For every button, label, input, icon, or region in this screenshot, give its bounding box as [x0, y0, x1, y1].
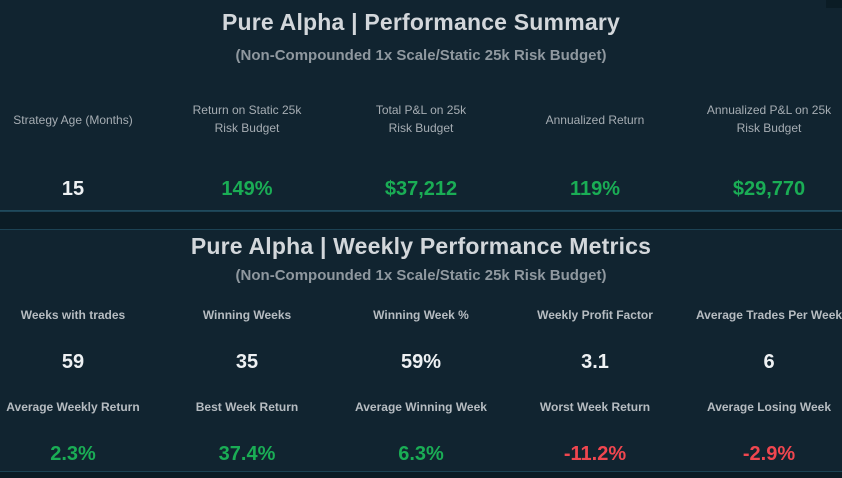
weekly-value-best-week: 37.4% — [218, 443, 276, 465]
label-line: Risk Budget — [388, 121, 454, 135]
weekly-value-winning-weeks: 35 — [235, 351, 259, 373]
weekly-label-avg-weekly-return: Average Weekly Return — [6, 400, 140, 414]
metric-label-annualized-return: Annualized Return — [520, 111, 670, 129]
summary-title: Pure Alpha | Performance Summary — [221, 9, 620, 35]
metric-label-total-pl: Total P&L on 25k Risk Budget — [346, 101, 496, 137]
label-line: Annualized Return — [545, 113, 645, 127]
metric-value-annualized-pl: $29,770 — [732, 178, 806, 200]
performance-summary-panel: Pure Alpha | Performance Summary (Non-Co… — [0, 0, 842, 211]
weekly-metrics-panel: Pure Alpha | Weekly Performance Metrics … — [0, 230, 842, 471]
label-line: Risk Budget — [214, 121, 280, 135]
bottom-strip — [0, 471, 842, 478]
label-line: Annualized P&L on 25k — [706, 103, 832, 117]
weekly-label-best-week: Best Week Return — [195, 400, 299, 414]
label-line: Return on Static 25k — [192, 103, 302, 117]
metric-value-return-static: 149% — [221, 178, 273, 200]
weekly-label-avg-losing-week: Average Losing Week — [706, 400, 832, 414]
weekly-label-avg-trades: Average Trades Per Week — [695, 308, 842, 322]
weekly-value-avg-trades: 6 — [763, 351, 775, 373]
weekly-label-avg-winning-week: Average Winning Week — [355, 400, 487, 414]
label-line: Strategy Age (Months) — [13, 113, 133, 127]
weekly-subtitle: (Non-Compounded 1x Scale/Static 25k Risk… — [235, 267, 607, 284]
summary-subtitle: (Non-Compounded 1x Scale/Static 25k Risk… — [235, 47, 607, 64]
weekly-value-avg-winning-week: 6.3% — [398, 443, 444, 465]
weekly-value-profit-factor: 3.1 — [581, 351, 609, 373]
weekly-title: Pure Alpha | Weekly Performance Metrics — [190, 233, 652, 259]
metric-label-annualized-pl: Annualized P&L on 25k Risk Budget — [694, 101, 842, 137]
metric-label-return-static: Return on Static 25k Risk Budget — [172, 101, 322, 137]
weekly-label-winning-weeks: Winning Weeks — [202, 308, 292, 322]
metric-value-annualized-return: 119% — [569, 178, 621, 200]
weekly-value-avg-weekly-return: 2.3% — [50, 443, 96, 465]
panel-divider — [0, 211, 842, 230]
weekly-value-avg-losing-week: -2.9% — [742, 443, 796, 465]
weekly-value-winning-week-pct: 59% — [400, 351, 442, 373]
metric-value-total-pl: $37,212 — [384, 178, 458, 200]
label-line: Risk Budget — [736, 121, 802, 135]
weekly-label-winning-week-pct: Winning Week % — [373, 308, 469, 322]
label-line: Total P&L on 25k — [375, 103, 467, 117]
metric-label-strategy-age: Strategy Age (Months) — [0, 111, 148, 129]
weekly-value-weeks-with-trades: 59 — [61, 351, 85, 373]
weekly-label-worst-week: Worst Week Return — [539, 400, 651, 414]
weekly-value-worst-week: -11.2% — [563, 443, 627, 465]
metric-value-strategy-age: 15 — [61, 178, 85, 200]
weekly-label-profit-factor: Weekly Profit Factor — [537, 308, 653, 322]
panel-corner — [826, 0, 842, 8]
weekly-label-weeks-with-trades: Weeks with trades — [20, 308, 126, 322]
